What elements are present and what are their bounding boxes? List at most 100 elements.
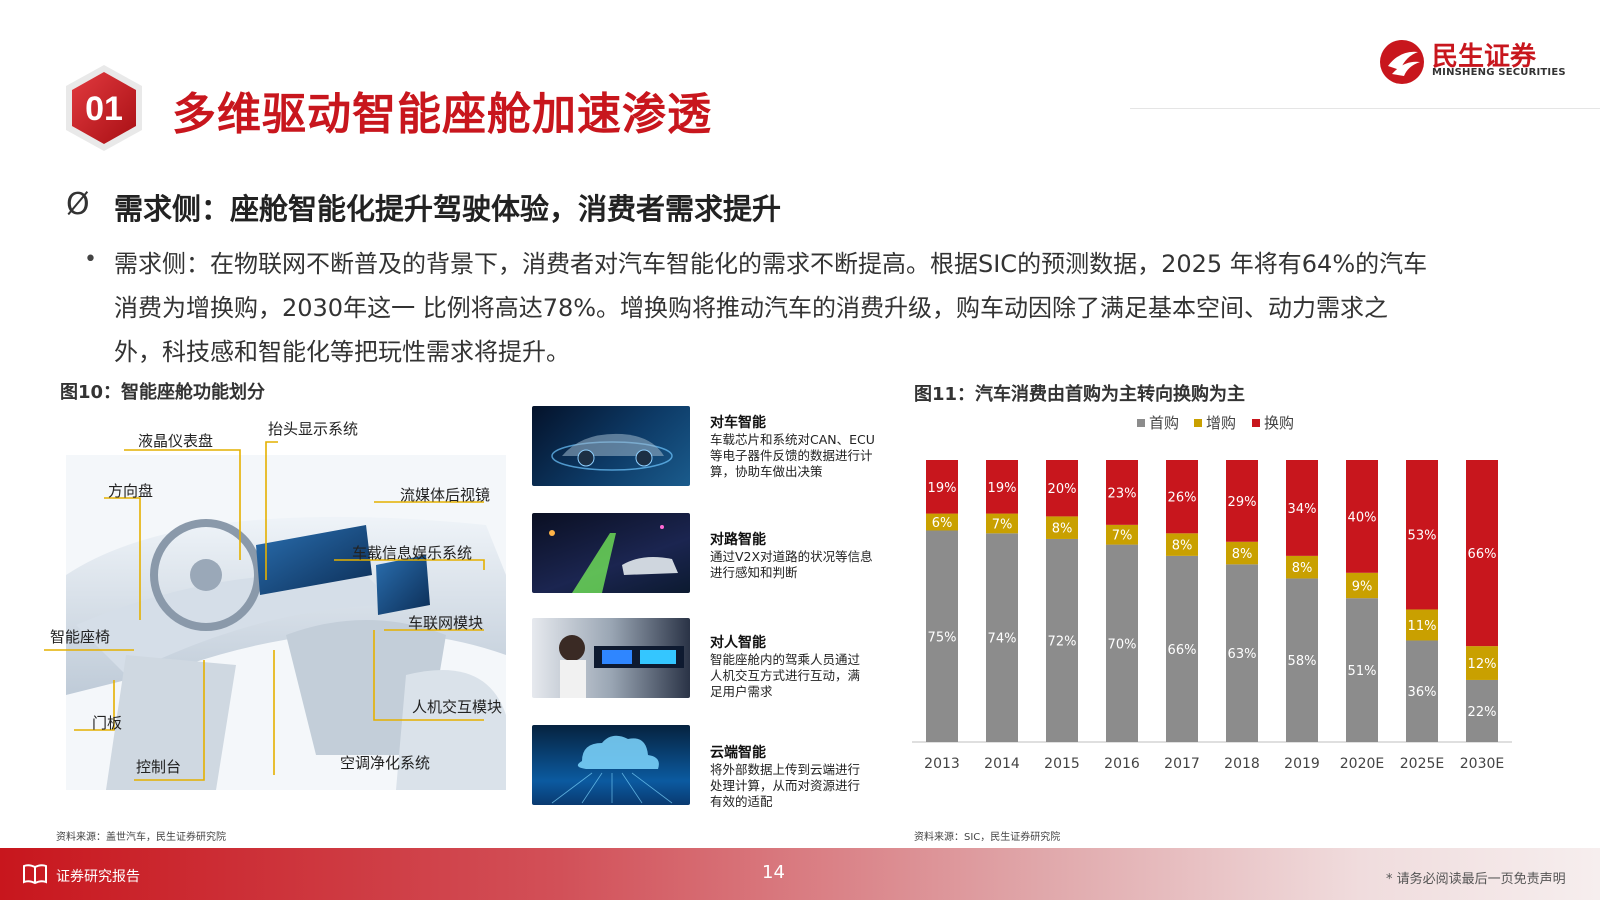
data-label: 19%	[928, 481, 957, 496]
callout-lines	[44, 441, 485, 781]
data-label: 19%	[988, 481, 1017, 496]
bar-segment	[986, 460, 1018, 514]
cloud-intelligence-image	[532, 725, 690, 805]
paragraph-line: 消费为增换购，2030年这一 比例将高达78%。增换购将推动汽车的消费升级，购车…	[114, 294, 1389, 322]
data-label: 40%	[1348, 510, 1377, 525]
legend-label: 首购	[1149, 414, 1179, 432]
paragraph-line: 外，科技感和智能化等把玩性需求将提升。	[114, 338, 570, 366]
x-tick-label: 2015	[1044, 756, 1080, 772]
bar-segment	[1046, 538, 1078, 742]
feature-desc-line: 算，协助车做出决策	[710, 464, 823, 479]
feature-desc-line: 进行感知和判断	[710, 565, 798, 580]
data-label: 58%	[1288, 654, 1317, 669]
data-label: 11%	[1408, 619, 1437, 634]
section-number: 01	[85, 90, 123, 128]
bar-segment	[1106, 460, 1138, 525]
legend-swatch	[1252, 419, 1260, 427]
x-tick-label: 2019	[1284, 756, 1320, 772]
data-label: 63%	[1228, 647, 1257, 662]
feature-desc-line: 将外部数据上传到云端进行	[710, 762, 861, 777]
feature-desc-line: 车载芯片和系统对CAN、ECU	[710, 432, 875, 447]
data-label: 7%	[992, 517, 1013, 532]
bar-segment	[1406, 609, 1438, 641]
bar-segment	[1406, 640, 1438, 742]
data-label: 53%	[1408, 529, 1437, 544]
bar-segment	[1346, 598, 1378, 742]
bar-segment	[1286, 460, 1318, 556]
road-intelligence-image	[532, 513, 690, 593]
legend-label: 换购	[1264, 414, 1294, 432]
feature-desc-line: 人机交互方式进行互动，满	[710, 668, 861, 683]
x-tick-label: 2014	[984, 756, 1020, 772]
label-console: 控制台	[136, 758, 182, 776]
minsheng-logo-icon	[1380, 40, 1424, 84]
bar-segment	[926, 460, 958, 514]
data-label: 23%	[1108, 486, 1137, 501]
data-label: 22%	[1468, 705, 1497, 720]
bar-segment	[986, 513, 1018, 534]
data-label: 26%	[1168, 491, 1197, 506]
bar-segment	[926, 530, 958, 742]
x-tick-label: 2018	[1224, 756, 1260, 772]
feature-desc-line: 等电子器件反馈的数据进行计	[710, 448, 873, 463]
data-label: 20%	[1048, 482, 1077, 497]
page-title: 多维驱动智能座舱加速渗透	[172, 89, 712, 140]
bar-segment	[1166, 555, 1198, 742]
label-smart-seat: 智能座椅	[50, 628, 111, 646]
footer-label: 证券研究报告	[56, 869, 140, 885]
label-hmi: 人机交互模块	[412, 698, 503, 716]
label-streaming-mirror: 流媒体后视镜	[400, 486, 491, 504]
page-number: 14	[762, 862, 785, 883]
bar-segment	[1346, 572, 1378, 599]
bar-segment	[1466, 646, 1498, 680]
paragraph-line: 需求侧：在物联网不断普及的背景下，消费者对汽车智能化的需求不断提高。根据SIC的…	[114, 250, 1428, 278]
data-label: 51%	[1348, 664, 1377, 679]
bar-segment	[1046, 516, 1078, 539]
legend-swatch	[1137, 419, 1145, 427]
feature-title: 对人智能	[710, 635, 766, 651]
book-icon	[23, 864, 47, 885]
bar-segment	[1406, 460, 1438, 610]
data-label: 29%	[1228, 495, 1257, 510]
figure11-caption: 图11：汽车消费由首购为主转向换购为主	[914, 384, 1246, 405]
heading-marker: Ø	[66, 187, 90, 222]
legend-swatch	[1194, 419, 1202, 427]
vehicle-intelligence-image	[532, 406, 690, 486]
bar-segment	[1466, 460, 1498, 647]
x-tick-label: 2017	[1164, 756, 1200, 772]
data-label: 8%	[1172, 539, 1193, 554]
bar-segment	[1046, 460, 1078, 517]
data-label: 70%	[1108, 637, 1137, 652]
figure10-caption: 图10：智能座舱功能划分	[60, 382, 266, 403]
feature-desc-line: 足用户需求	[710, 684, 773, 699]
footer-bar	[0, 848, 1600, 900]
data-label: 74%	[988, 632, 1017, 647]
bar-segment	[1286, 555, 1318, 579]
bar-segment	[1166, 533, 1198, 556]
feature-desc-line: 智能座舱内的驾乘人员通过	[710, 652, 861, 667]
bar-segment	[1106, 524, 1138, 545]
x-tick-label: 2013	[924, 756, 960, 772]
bullet: •	[84, 247, 97, 272]
feature-desc-line: 有效的适配	[710, 794, 773, 809]
stacked-bar-chart: 首购 增购 换购 75% 6% 19% 2013 74% 7% 19% 2014 72% 8% 20% 20…	[912, 414, 1512, 772]
data-label: 66%	[1468, 547, 1497, 562]
logo-chinese: 民生证券	[1432, 42, 1537, 72]
feature-title: 云端智能	[710, 745, 766, 761]
figure10-source: 资料来源：盖世汽车，民生证券研究院	[56, 832, 226, 843]
human-intelligence-image	[532, 618, 690, 698]
x-tick-label: 2016	[1104, 756, 1140, 772]
bar-segment	[1226, 460, 1258, 542]
x-tick-label: 2025E	[1400, 756, 1444, 772]
label-lcd-cluster: 液晶仪表盘	[138, 432, 214, 450]
bar-segment	[1226, 541, 1258, 565]
label-air-purifier: 空调净化系统	[340, 754, 431, 772]
x-tick-label: 2030E	[1460, 756, 1504, 772]
label-door-panel: 门板	[92, 714, 123, 732]
bar-segment	[986, 533, 1018, 742]
data-label: 8%	[1052, 522, 1073, 537]
disclaimer: * 请务必阅读最后一页免责声明	[1386, 872, 1566, 887]
data-label: 75%	[928, 630, 957, 645]
bar-segment	[1226, 564, 1258, 742]
bar-segment	[926, 513, 958, 531]
